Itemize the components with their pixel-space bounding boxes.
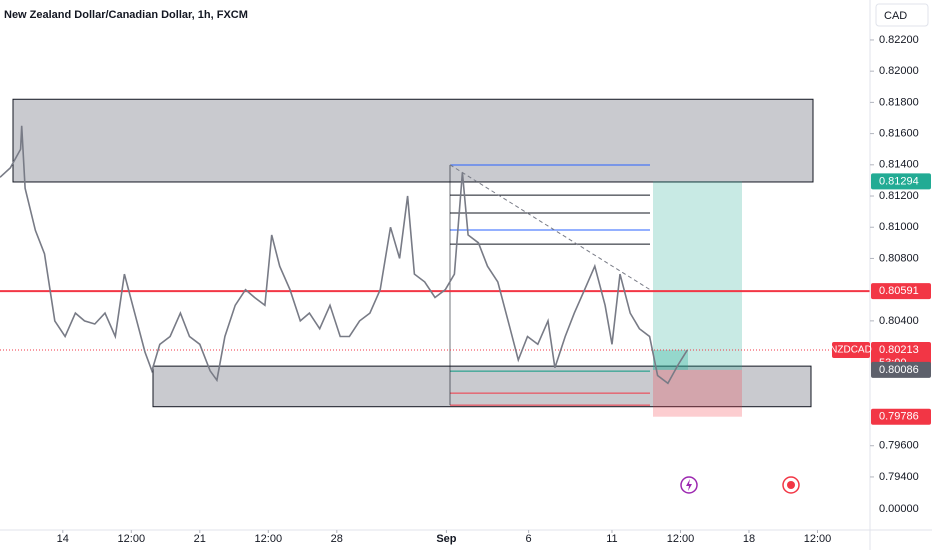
price-badge-label: 0.79786 (879, 411, 919, 423)
currency[interactable]: CAD (884, 10, 907, 22)
profit-zone (653, 181, 742, 370)
trendline (449, 164, 651, 291)
price-badge (871, 361, 931, 378)
price-badge-label: 0.80591 (879, 285, 919, 297)
price-badge-label: 0.80213 (879, 344, 919, 356)
y-tick-label: 0.79400 (879, 471, 919, 483)
zone (152, 365, 812, 408)
x-tick-label: Sep (436, 533, 456, 545)
price-badge (871, 283, 931, 300)
symbol-label: NZDCAD (830, 345, 872, 356)
open-profit (653, 350, 688, 370)
x-tick-label: 14 (57, 533, 69, 545)
flag-icon[interactable] (782, 476, 800, 494)
x-tick-label: 12:00 (118, 533, 146, 545)
x-tick-label: 21 (194, 533, 206, 545)
chart-title: New Zealand Dollar/Canadian Dollar, 1h, … (4, 9, 248, 21)
x-tick-label: 18 (743, 533, 755, 545)
y-tick-label: 0.82200 (879, 34, 919, 46)
y-tick-label: 0.80800 (879, 252, 919, 264)
price-badge-label: 0.80086 (879, 364, 919, 376)
currency-button[interactable] (875, 3, 929, 27)
price-line (0, 125, 688, 385)
x-tick-label: 6 (526, 533, 532, 545)
price-badge (871, 173, 931, 190)
price-badge-label: 0.81294 (879, 175, 919, 187)
y-tick-label: 0.79600 (879, 440, 919, 452)
loss-zone (653, 369, 742, 417)
price-badge (871, 408, 931, 425)
zone (12, 98, 814, 183)
y-tick-label: 0.82000 (879, 65, 919, 77)
plot-area (0, 98, 870, 417)
y-tick-label: 0.81200 (879, 190, 919, 202)
y-tick-label: 0.81800 (879, 96, 919, 108)
symbol-badge (832, 342, 870, 359)
axis-footer-label: 0.00000 (879, 503, 919, 515)
y-tick-label: 0.81400 (879, 159, 919, 171)
x-tick-label: 12:00 (255, 533, 283, 545)
x-tick-label: 12:00 (667, 533, 695, 545)
x-tick-label: 28 (331, 533, 343, 545)
y-tick-label: 0.81600 (879, 127, 919, 139)
event-icon[interactable] (680, 476, 698, 494)
y-tick-label: 0.81000 (879, 221, 919, 233)
y-tick-label: 0.80400 (879, 315, 919, 327)
x-tick-label: 11 (606, 533, 617, 545)
x-tick-label: 12:00 (804, 533, 832, 545)
